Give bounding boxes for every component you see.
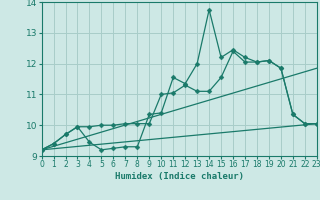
X-axis label: Humidex (Indice chaleur): Humidex (Indice chaleur)	[115, 172, 244, 181]
